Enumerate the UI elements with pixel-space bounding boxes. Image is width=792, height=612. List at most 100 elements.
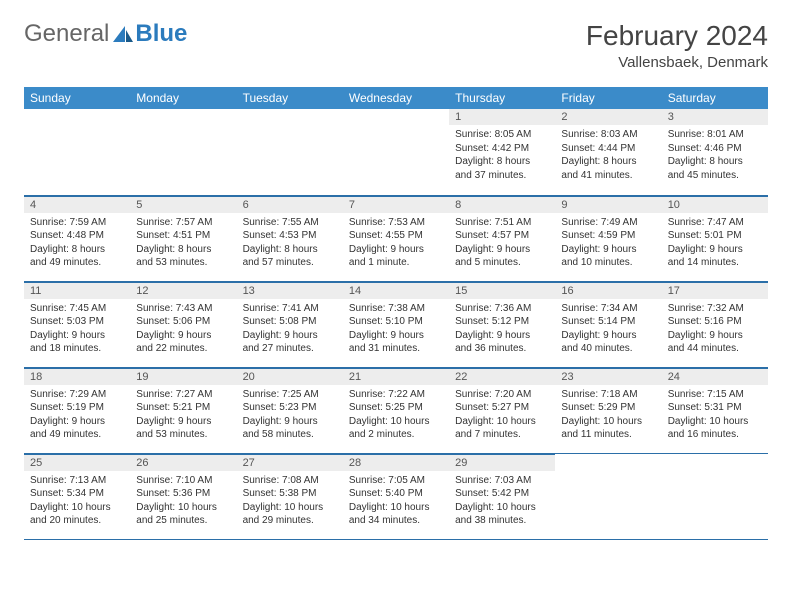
day-sunset: Sunset: 5:19 PM [30, 401, 124, 415]
day-body: Sunrise: 7:22 AMSunset: 5:25 PMDaylight:… [343, 385, 449, 446]
day-daylight: Daylight: 10 hours and 2 minutes. [349, 415, 443, 442]
calendar-cell: 2Sunrise: 8:03 AMSunset: 4:44 PMDaylight… [555, 109, 661, 195]
day-body: Sunrise: 7:38 AMSunset: 5:10 PMDaylight:… [343, 299, 449, 360]
day-daylight: Daylight: 10 hours and 38 minutes. [455, 501, 549, 528]
day-number [662, 454, 768, 458]
day-body: Sunrise: 7:32 AMSunset: 5:16 PMDaylight:… [662, 299, 768, 360]
day-sunrise: Sunrise: 7:55 AM [243, 216, 337, 230]
calendar-cell: 29Sunrise: 7:03 AMSunset: 5:42 PMDayligh… [449, 453, 555, 539]
day-sunrise: Sunrise: 7:51 AM [455, 216, 549, 230]
day-sunrise: Sunrise: 7:32 AM [668, 302, 762, 316]
day-number: 14 [343, 282, 449, 299]
day-body: Sunrise: 7:57 AMSunset: 4:51 PMDaylight:… [130, 213, 236, 274]
logo-text-1: General [24, 20, 109, 48]
day-sunset: Sunset: 5:27 PM [455, 401, 549, 415]
day-body: Sunrise: 8:01 AMSunset: 4:46 PMDaylight:… [662, 125, 768, 186]
day-number: 28 [343, 454, 449, 471]
day-number: 6 [237, 196, 343, 213]
day-sunrise: Sunrise: 7:22 AM [349, 388, 443, 402]
day-sunrise: Sunrise: 7:29 AM [30, 388, 124, 402]
day-daylight: Daylight: 9 hours and 22 minutes. [136, 329, 230, 356]
day-sunrise: Sunrise: 7:27 AM [136, 388, 230, 402]
day-body: Sunrise: 7:51 AMSunset: 4:57 PMDaylight:… [449, 213, 555, 274]
day-body: Sunrise: 8:05 AMSunset: 4:42 PMDaylight:… [449, 125, 555, 186]
day-body: Sunrise: 7:15 AMSunset: 5:31 PMDaylight:… [662, 385, 768, 446]
day-number: 1 [449, 109, 555, 125]
page-title: February 2024 [586, 20, 768, 52]
day-sunset: Sunset: 5:10 PM [349, 315, 443, 329]
day-sunrise: Sunrise: 7:45 AM [30, 302, 124, 316]
day-sunrise: Sunrise: 7:59 AM [30, 216, 124, 230]
calendar-week: 25Sunrise: 7:13 AMSunset: 5:34 PMDayligh… [24, 453, 768, 539]
calendar-cell [343, 109, 449, 195]
calendar-week: 11Sunrise: 7:45 AMSunset: 5:03 PMDayligh… [24, 281, 768, 367]
calendar-cell: 14Sunrise: 7:38 AMSunset: 5:10 PMDayligh… [343, 281, 449, 367]
day-sunset: Sunset: 5:42 PM [455, 487, 549, 501]
day-sunrise: Sunrise: 7:10 AM [136, 474, 230, 488]
calendar-cell [130, 109, 236, 195]
day-number: 4 [24, 196, 130, 213]
day-body: Sunrise: 7:18 AMSunset: 5:29 PMDaylight:… [555, 385, 661, 446]
calendar-cell [24, 109, 130, 195]
day-body: Sunrise: 8:03 AMSunset: 4:44 PMDaylight:… [555, 125, 661, 186]
sail-icon [113, 26, 133, 42]
calendar-cell: 7Sunrise: 7:53 AMSunset: 4:55 PMDaylight… [343, 195, 449, 281]
day-sunset: Sunset: 5:16 PM [668, 315, 762, 329]
calendar-cell: 11Sunrise: 7:45 AMSunset: 5:03 PMDayligh… [24, 281, 130, 367]
day-sunrise: Sunrise: 7:53 AM [349, 216, 443, 230]
day-sunrise: Sunrise: 7:15 AM [668, 388, 762, 402]
calendar-cell: 6Sunrise: 7:55 AMSunset: 4:53 PMDaylight… [237, 195, 343, 281]
calendar-cell: 25Sunrise: 7:13 AMSunset: 5:34 PMDayligh… [24, 453, 130, 539]
day-sunset: Sunset: 5:29 PM [561, 401, 655, 415]
day-sunset: Sunset: 5:38 PM [243, 487, 337, 501]
day-body: Sunrise: 7:55 AMSunset: 4:53 PMDaylight:… [237, 213, 343, 274]
day-number: 19 [130, 368, 236, 385]
day-sunrise: Sunrise: 8:01 AM [668, 128, 762, 142]
day-number: 15 [449, 282, 555, 299]
day-daylight: Daylight: 8 hours and 49 minutes. [30, 243, 124, 270]
day-daylight: Daylight: 8 hours and 41 minutes. [561, 155, 655, 182]
col-wednesday: Wednesday [343, 87, 449, 109]
calendar-cell: 10Sunrise: 7:47 AMSunset: 5:01 PMDayligh… [662, 195, 768, 281]
day-sunset: Sunset: 5:08 PM [243, 315, 337, 329]
col-sunday: Sunday [24, 87, 130, 109]
day-number: 27 [237, 454, 343, 471]
day-sunrise: Sunrise: 8:05 AM [455, 128, 549, 142]
calendar-cell: 15Sunrise: 7:36 AMSunset: 5:12 PMDayligh… [449, 281, 555, 367]
day-daylight: Daylight: 10 hours and 11 minutes. [561, 415, 655, 442]
day-body: Sunrise: 7:47 AMSunset: 5:01 PMDaylight:… [662, 213, 768, 274]
day-body: Sunrise: 7:34 AMSunset: 5:14 PMDaylight:… [555, 299, 661, 360]
calendar-cell: 18Sunrise: 7:29 AMSunset: 5:19 PMDayligh… [24, 367, 130, 453]
day-number: 17 [662, 282, 768, 299]
calendar-cell: 20Sunrise: 7:25 AMSunset: 5:23 PMDayligh… [237, 367, 343, 453]
day-number: 21 [343, 368, 449, 385]
calendar-cell: 27Sunrise: 7:08 AMSunset: 5:38 PMDayligh… [237, 453, 343, 539]
day-sunset: Sunset: 5:23 PM [243, 401, 337, 415]
day-body: Sunrise: 7:10 AMSunset: 5:36 PMDaylight:… [130, 471, 236, 532]
day-daylight: Daylight: 10 hours and 25 minutes. [136, 501, 230, 528]
day-sunrise: Sunrise: 7:25 AM [243, 388, 337, 402]
day-daylight: Daylight: 9 hours and 53 minutes. [136, 415, 230, 442]
day-number: 24 [662, 368, 768, 385]
day-daylight: Daylight: 8 hours and 53 minutes. [136, 243, 230, 270]
day-sunrise: Sunrise: 7:20 AM [455, 388, 549, 402]
day-daylight: Daylight: 9 hours and 44 minutes. [668, 329, 762, 356]
day-sunset: Sunset: 5:31 PM [668, 401, 762, 415]
day-body: Sunrise: 7:41 AMSunset: 5:08 PMDaylight:… [237, 299, 343, 360]
day-daylight: Daylight: 10 hours and 34 minutes. [349, 501, 443, 528]
day-number: 9 [555, 196, 661, 213]
calendar-cell: 16Sunrise: 7:34 AMSunset: 5:14 PMDayligh… [555, 281, 661, 367]
day-sunrise: Sunrise: 7:13 AM [30, 474, 124, 488]
day-sunrise: Sunrise: 7:18 AM [561, 388, 655, 402]
calendar-week: 4Sunrise: 7:59 AMSunset: 4:48 PMDaylight… [24, 195, 768, 281]
calendar-cell: 23Sunrise: 7:18 AMSunset: 5:29 PMDayligh… [555, 367, 661, 453]
day-body: Sunrise: 7:29 AMSunset: 5:19 PMDaylight:… [24, 385, 130, 446]
col-saturday: Saturday [662, 87, 768, 109]
title-block: February 2024 Vallensbaek, Denmark [586, 20, 768, 71]
day-daylight: Daylight: 9 hours and 36 minutes. [455, 329, 549, 356]
day-number: 10 [662, 196, 768, 213]
day-number: 5 [130, 196, 236, 213]
day-number [555, 454, 661, 458]
day-sunrise: Sunrise: 7:36 AM [455, 302, 549, 316]
day-sunrise: Sunrise: 7:57 AM [136, 216, 230, 230]
